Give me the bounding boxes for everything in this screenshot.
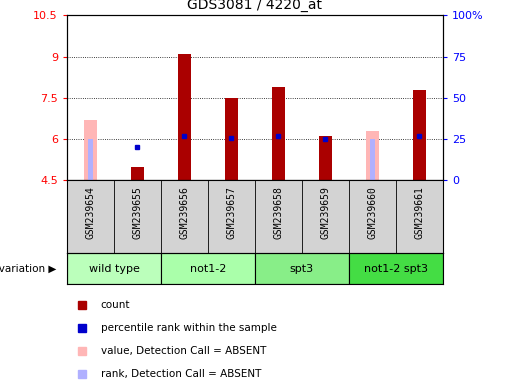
Bar bbox=[88, 139, 93, 180]
Text: count: count bbox=[101, 300, 130, 310]
Bar bbox=[225, 98, 238, 180]
Bar bbox=[84, 120, 97, 180]
Bar bbox=[319, 136, 332, 180]
Bar bbox=[366, 131, 379, 180]
Bar bbox=[413, 90, 426, 180]
Bar bbox=[370, 139, 375, 180]
Text: GSM239657: GSM239657 bbox=[227, 186, 236, 239]
Text: not1-2 spt3: not1-2 spt3 bbox=[364, 264, 428, 274]
Text: GSM239659: GSM239659 bbox=[320, 186, 331, 239]
Bar bbox=[349, 253, 443, 284]
Text: GSM239655: GSM239655 bbox=[132, 186, 143, 239]
Text: genotype/variation ▶: genotype/variation ▶ bbox=[0, 264, 57, 274]
Text: GSM239656: GSM239656 bbox=[179, 186, 190, 239]
Text: wild type: wild type bbox=[89, 264, 140, 274]
Bar bbox=[67, 253, 161, 284]
Text: rank, Detection Call = ABSENT: rank, Detection Call = ABSENT bbox=[101, 369, 261, 379]
Bar bbox=[178, 54, 191, 180]
Bar bbox=[161, 253, 255, 284]
Text: GSM239658: GSM239658 bbox=[273, 186, 283, 239]
Bar bbox=[272, 87, 285, 180]
Text: GSM239660: GSM239660 bbox=[367, 186, 377, 239]
Text: GSM239661: GSM239661 bbox=[415, 186, 424, 239]
Text: GSM239654: GSM239654 bbox=[85, 186, 95, 239]
Text: not1-2: not1-2 bbox=[190, 264, 226, 274]
Text: value, Detection Call = ABSENT: value, Detection Call = ABSENT bbox=[101, 346, 266, 356]
Bar bbox=[131, 167, 144, 180]
Title: GDS3081 / 4220_at: GDS3081 / 4220_at bbox=[187, 0, 322, 12]
Text: spt3: spt3 bbox=[290, 264, 314, 274]
Bar bbox=[255, 253, 349, 284]
Text: percentile rank within the sample: percentile rank within the sample bbox=[101, 323, 277, 333]
